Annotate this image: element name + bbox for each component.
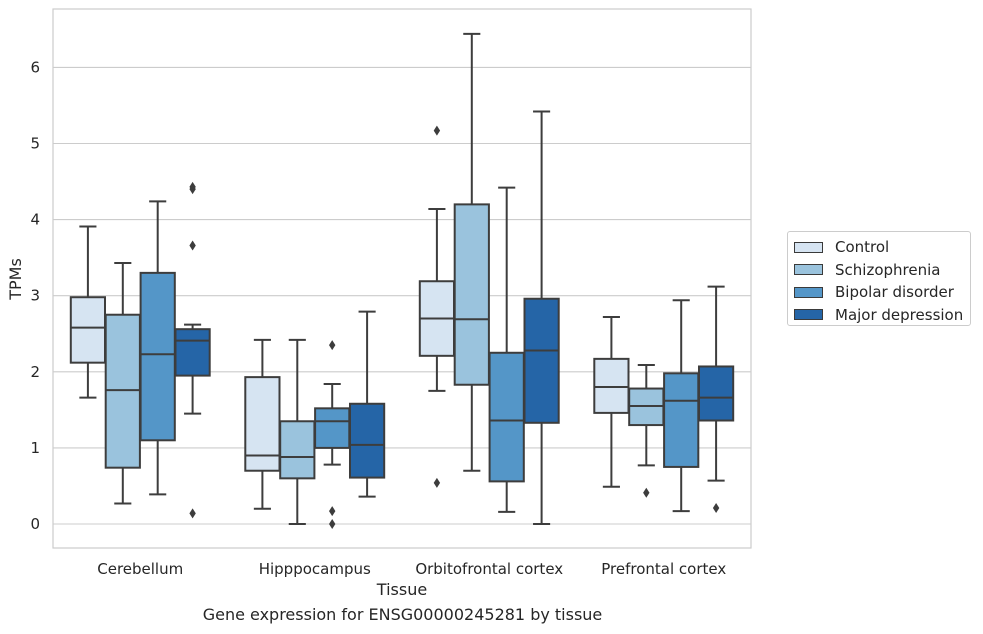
outlier-point [189, 508, 196, 519]
legend-item-control: Control [794, 236, 964, 259]
outlier-point [643, 487, 650, 498]
box-schizophrenia-1 [279, 338, 316, 525]
plot-frame [52, 8, 752, 549]
outlier-point [433, 477, 441, 488]
legend-label-control: Control [835, 238, 890, 257]
y-tick-label-2: 2 [30, 363, 40, 381]
box-schizophrenia-0 [104, 261, 141, 505]
x-tick-label-cerebellum: Cerebellum [97, 560, 183, 578]
y-tick-label-6: 6 [30, 58, 40, 76]
box-iqr [279, 420, 316, 480]
legend-swatch-schizophrenia [794, 264, 823, 276]
y-axis-ticks: 0 1 2 3 4 5 6 [30, 58, 40, 533]
box-iqr [104, 313, 141, 469]
outlier-point [189, 184, 196, 195]
box-iqr [69, 296, 107, 364]
legend-swatch-bipolar-disorder [794, 286, 823, 298]
legend-item-schizophrenia: Schizophrenia [794, 259, 964, 282]
x-axis-label: Tissue [376, 580, 427, 599]
box-control-0 [69, 225, 107, 399]
outlier-point [329, 340, 336, 351]
box-bipolar-disorder-1 [314, 340, 351, 529]
legend: Control Schizophrenia Bipolar disorder M… [787, 231, 971, 326]
legend-label-schizophrenia: Schizophrenia [835, 260, 941, 279]
outlier-point [329, 519, 336, 529]
legend-label-major-depression: Major depression [835, 305, 964, 324]
box-plot-series [69, 32, 735, 529]
y-tick-label-4: 4 [30, 211, 40, 229]
box-major-depression-2 [523, 110, 560, 525]
legend-label-bipolar-disorder: Bipolar disorder [835, 283, 954, 302]
y-tick-label-0: 0 [30, 515, 40, 533]
box-bipolar-disorder-0 [139, 200, 176, 496]
y-axis-label: TPMs [6, 258, 25, 301]
outlier-point [189, 240, 196, 251]
legend-item-bipolar-disorder: Bipolar disorder [794, 281, 964, 304]
x-axis-ticks: Cerebellum Hipppocampus Orbitofrontal cort… [97, 560, 726, 578]
box-iqr [593, 357, 630, 414]
box-major-depression-1 [348, 310, 386, 498]
box-bipolar-disorder-3 [663, 299, 700, 513]
x-tick-label-orbitofrontal-cortex: Orbitofrontal cortex [415, 560, 563, 578]
legend-swatch-control [794, 241, 823, 253]
box-control-3 [593, 316, 630, 488]
box-iqr [663, 372, 700, 468]
chart-caption: Gene expression for ENSG00000245281 by t… [202, 605, 603, 624]
box-iqr [488, 351, 525, 483]
outlier-point [712, 503, 720, 514]
box-control-2 [418, 125, 456, 488]
box-schizophrenia-2 [453, 32, 490, 472]
outlier-point [433, 125, 441, 136]
box-iqr [697, 365, 735, 422]
legend-item-major-depression: Major depression [794, 304, 964, 327]
box-iqr [314, 407, 351, 449]
x-tick-label-hipppocampus: Hipppocampus [259, 560, 371, 578]
box-iqr [348, 402, 386, 479]
y-tick-label-5: 5 [30, 135, 40, 153]
box-major-depression-3 [697, 285, 735, 514]
box-control-1 [244, 338, 281, 510]
box-major-depression-0 [174, 181, 211, 519]
box-iqr [453, 203, 490, 386]
y-tick-label-1: 1 [30, 439, 40, 457]
x-tick-label-prefrontal-cortex: Prefrontal cortex [601, 560, 726, 578]
box-iqr [523, 297, 560, 424]
y-tick-label-3: 3 [30, 287, 40, 305]
legend-swatch-major-depression [794, 309, 823, 321]
box-iqr [244, 376, 281, 472]
box-schizophrenia-3 [628, 363, 665, 498]
box-iqr [174, 328, 211, 377]
outlier-point [329, 506, 336, 517]
box-iqr [139, 271, 176, 442]
box-bipolar-disorder-2 [488, 186, 525, 513]
